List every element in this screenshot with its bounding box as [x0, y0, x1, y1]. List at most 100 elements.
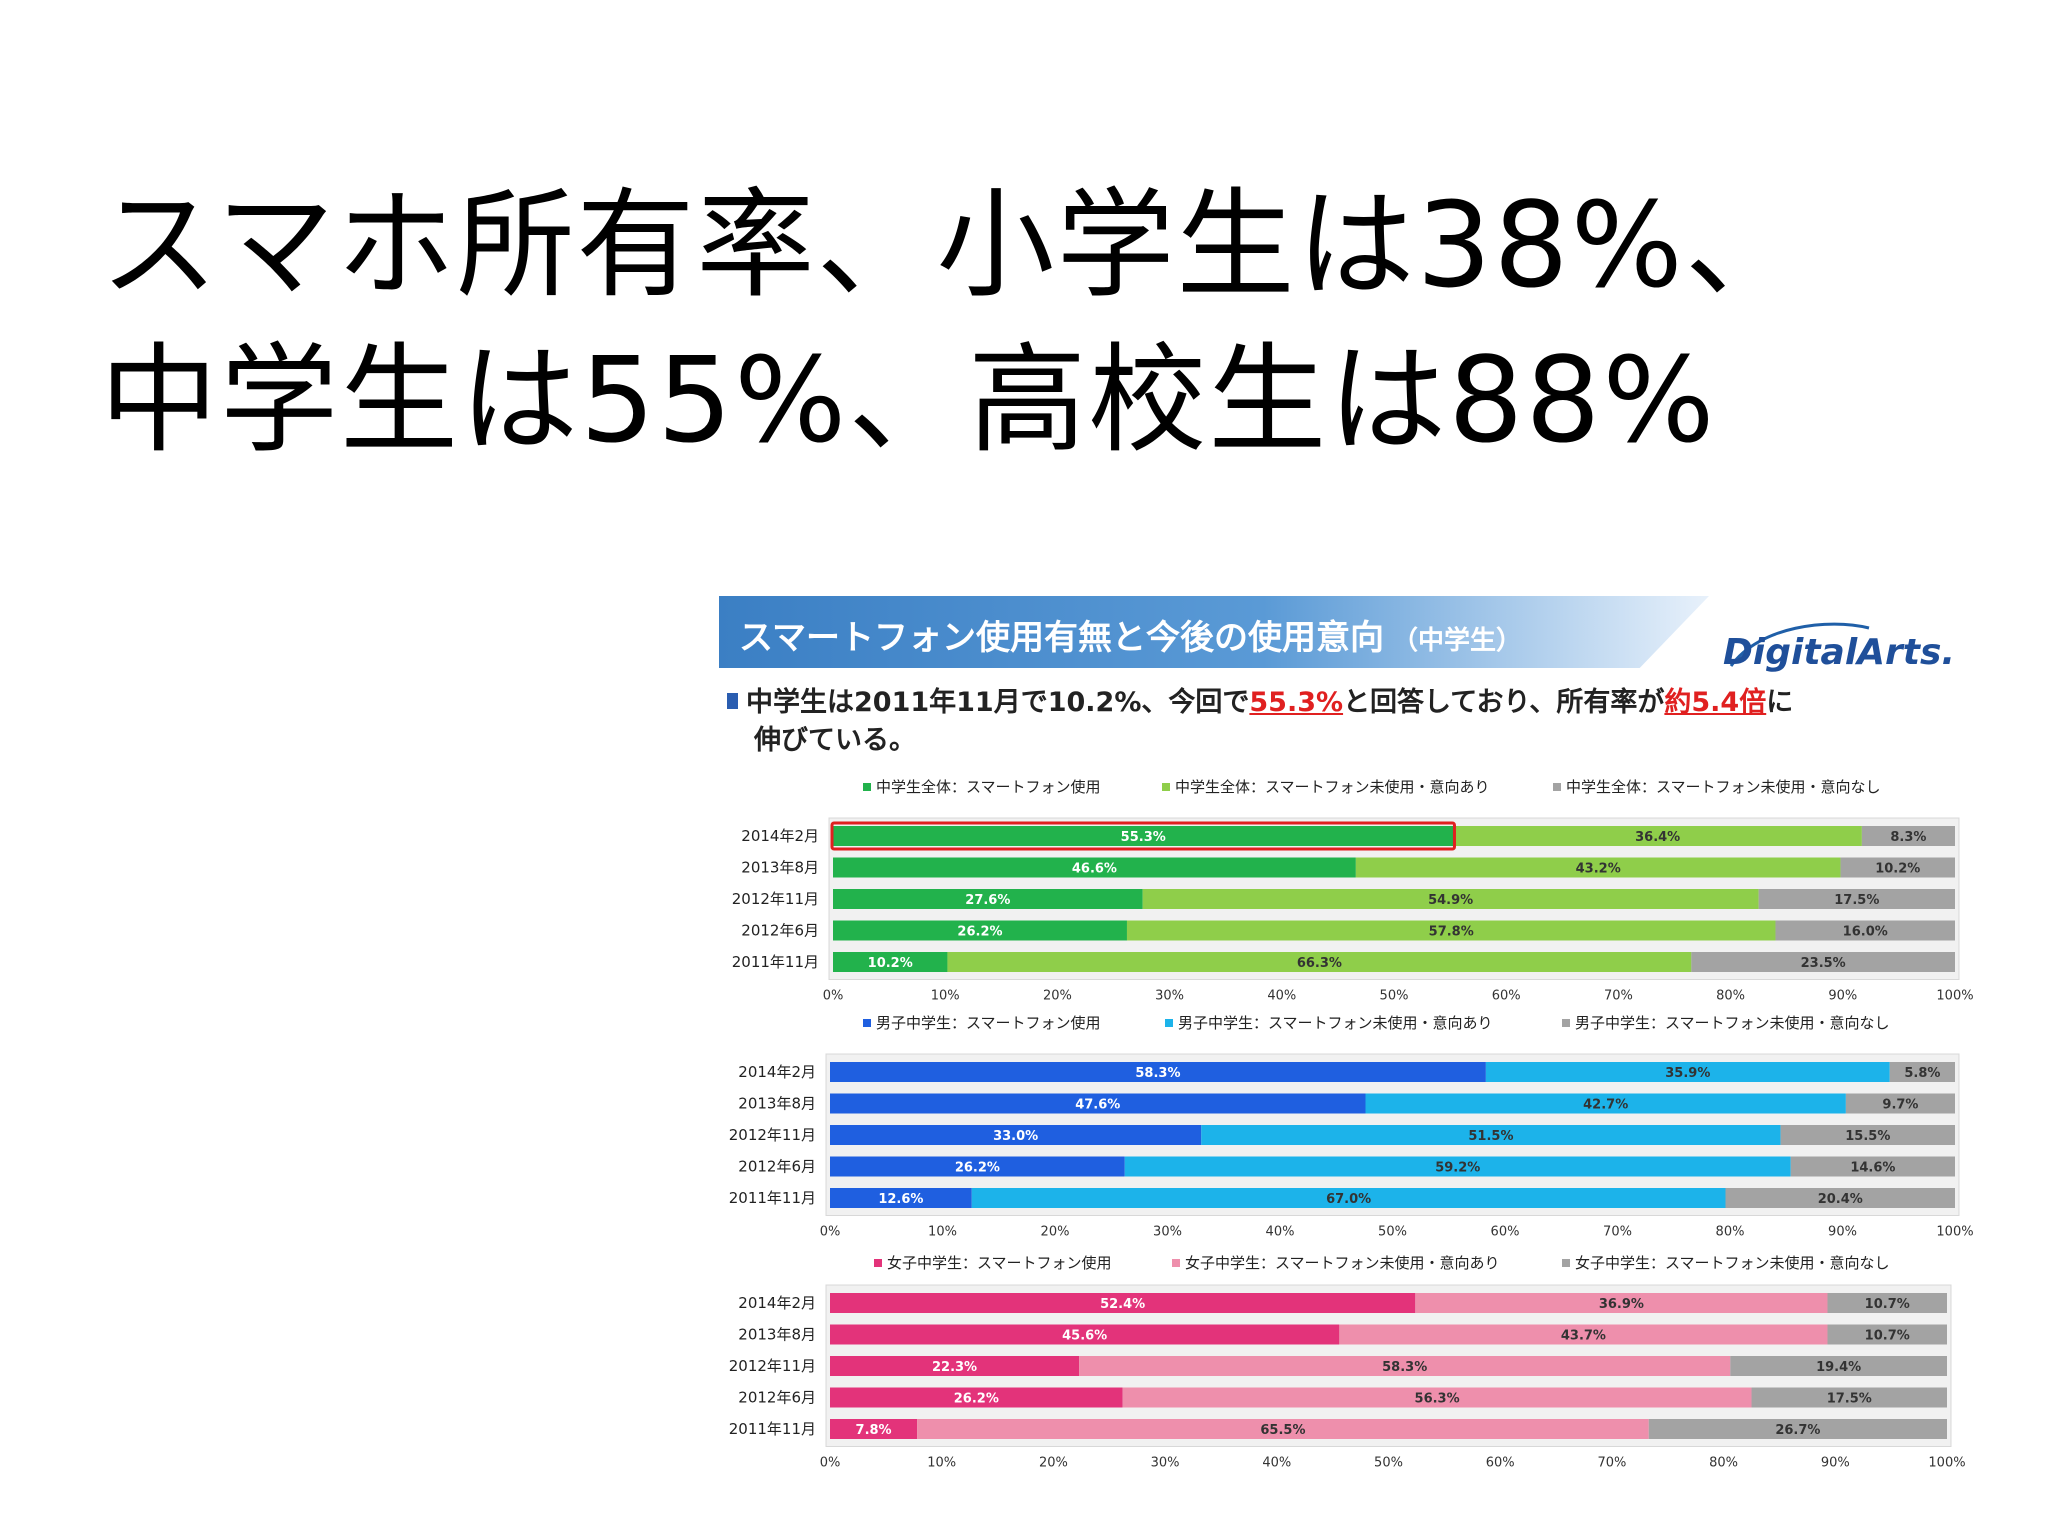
bar-segment [830, 1093, 1366, 1114]
x-tick-label: 60% [1492, 989, 1521, 1004]
headline-line-1: スマホ所有率、小学生は38%、 [100, 176, 1805, 314]
legend-label: 男子中学生：スマートフォン未使用・意向なし [1575, 1014, 1890, 1032]
data-label: 45.6% [1062, 1329, 1107, 1344]
data-label: 46.6% [1072, 862, 1117, 877]
data-label: 26.2% [957, 925, 1002, 940]
x-tick-label: 90% [1828, 1225, 1857, 1240]
x-tick-label: 100% [1928, 1456, 1965, 1471]
stacked-bar-charts: 中学生全体：スマートフォン使用 中学生全体：スマートフォン未使用・意向あり 中学生全… [729, 778, 1974, 1471]
legend-swatch [1553, 783, 1561, 791]
survey-figure: スマートフォン使用有無と今後の使用意向 （中学生） DigitalArts. 中学… [719, 596, 1983, 1496]
x-tick-label: 0% [820, 1225, 841, 1240]
digitalarts-logo: DigitalArts. [1723, 622, 1955, 673]
category-label: 2012年6月 [738, 1389, 816, 1407]
chart-3: 女子中学生：スマートフォン使用 女子中学生：スマートフォン未使用・意向あり 女子中学… [729, 1254, 1966, 1471]
chart-1: 中学生全体：スマートフォン使用 中学生全体：スマートフォン未使用・意向あり 中学生全… [732, 778, 1974, 1004]
x-tick-label: 90% [1828, 989, 1857, 1004]
data-label: 47.6% [1075, 1098, 1120, 1113]
data-label: 8.3% [1890, 830, 1926, 845]
bar-segment [830, 1125, 1202, 1145]
bar-segment [1840, 857, 1955, 878]
data-label: 36.4% [1635, 830, 1680, 845]
summary-text-1: 中学生は2011年11月で10.2%、今回で [746, 687, 1250, 718]
data-label: 52.4% [1100, 1297, 1145, 1312]
category-label: 2014年2月 [738, 1294, 816, 1312]
bar-segment [1453, 826, 1862, 846]
chart-2: 男子中学生：スマートフォン使用 男子中学生：スマートフォン未使用・意向あり 男子中学… [729, 1014, 1974, 1240]
summary-note: 中学生は2011年11月で10.2%、今回で55.3%と回答しており、所有率が約… [727, 684, 1947, 760]
data-label: 9.7% [1882, 1098, 1918, 1113]
legend-label: 中学生全体：スマートフォン未使用・意向なし [1566, 778, 1881, 796]
summary-highlight-rate: 55.3% [1249, 687, 1344, 718]
legend-swatch [1162, 783, 1170, 791]
data-label: 5.8% [1904, 1066, 1940, 1081]
bar-segment [1201, 1125, 1781, 1145]
category-label: 2014年2月 [741, 827, 819, 845]
bar-segment [830, 1324, 1340, 1345]
data-label: 56.3% [1415, 1392, 1460, 1407]
data-label: 66.3% [1297, 956, 1342, 971]
data-label: 59.2% [1435, 1161, 1480, 1176]
data-label: 43.7% [1561, 1329, 1606, 1344]
x-tick-label: 60% [1491, 1225, 1520, 1240]
category-label: 2012年6月 [738, 1158, 816, 1176]
bar-segment [1889, 1062, 1955, 1082]
bar-segment [1827, 1293, 1947, 1313]
logo-swoosh [1729, 622, 1870, 667]
bar-segment [917, 1419, 1649, 1439]
data-label: 58.3% [1382, 1360, 1427, 1375]
data-label: 33.0% [993, 1129, 1038, 1144]
legend-swatch [863, 1019, 871, 1027]
category-label: 2012年6月 [741, 922, 819, 940]
data-label: 22.3% [932, 1360, 977, 1375]
bar-segment [947, 952, 1692, 972]
bar-segment [833, 889, 1143, 909]
data-label: 15.5% [1845, 1129, 1890, 1144]
x-tick-label: 80% [1709, 1456, 1738, 1471]
category-label: 2012年11月 [729, 1357, 816, 1375]
figure-title-sub: （中学生） [1391, 626, 1522, 656]
legend-label: 女子中学生：スマートフォン未使用・意向あり [1185, 1254, 1500, 1272]
x-tick-label: 80% [1716, 1225, 1745, 1240]
category-label: 2013年8月 [738, 1326, 816, 1344]
bar-segment [1691, 952, 1955, 972]
summary-text-3: に [1766, 687, 1794, 718]
data-label: 57.8% [1429, 925, 1474, 940]
x-tick-label: 60% [1486, 1456, 1515, 1471]
bar-segment [830, 1156, 1125, 1177]
legend-swatch [1562, 1019, 1570, 1027]
category-label: 2011年11月 [729, 1420, 816, 1438]
bar-segment [830, 1387, 1123, 1408]
x-tick-label: 50% [1378, 1225, 1407, 1240]
bar-segment [833, 920, 1127, 941]
x-tick-label: 40% [1267, 989, 1296, 1004]
headline-line-2: 中学生は55%、高校生は88% [100, 331, 1717, 469]
figure-title-main: スマートフォン使用有無と今後の使用意向 [739, 618, 1384, 658]
x-tick-label: 70% [1604, 989, 1633, 1004]
bar-segment [1339, 1324, 1828, 1345]
x-tick-label: 50% [1380, 989, 1409, 1004]
x-tick-label: 0% [823, 989, 844, 1004]
data-label: 16.0% [1843, 925, 1888, 940]
bar-segment [1730, 1356, 1947, 1376]
bar-segment [1775, 920, 1955, 941]
bar-segment [1648, 1419, 1947, 1439]
bar-segment [1122, 1387, 1752, 1408]
bar-segment [830, 1419, 918, 1439]
bar-segment [1126, 920, 1776, 941]
data-label: 65.5% [1260, 1423, 1305, 1438]
data-label: 10.7% [1865, 1329, 1910, 1344]
summary-highlight-multiple: 約5.4倍 [1664, 687, 1767, 718]
legend-swatch [874, 1259, 882, 1267]
category-label: 2013年8月 [738, 1095, 816, 1113]
category-label: 2011年11月 [732, 953, 819, 971]
data-label: 7.8% [856, 1423, 892, 1438]
x-tick-label: 10% [927, 1456, 956, 1471]
x-tick-label: 80% [1716, 989, 1745, 1004]
data-label: 12.6% [878, 1192, 923, 1207]
bar-segment [1758, 889, 1955, 909]
x-tick-label: 50% [1374, 1456, 1403, 1471]
bar-segment [833, 826, 1454, 846]
x-tick-label: 30% [1155, 989, 1184, 1004]
data-label: 10.2% [868, 956, 913, 971]
